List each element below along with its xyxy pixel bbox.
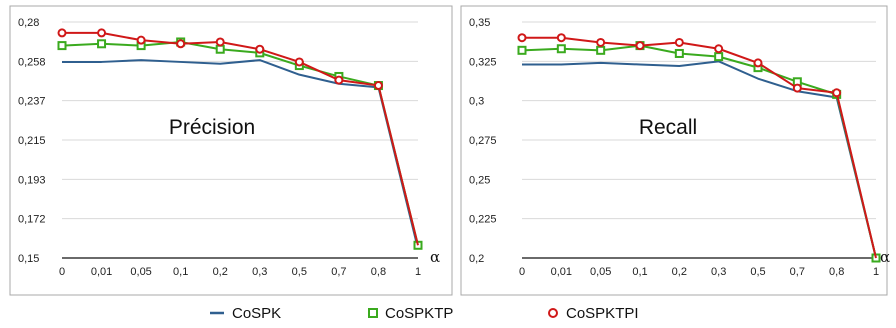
data-point-cospktp — [674, 48, 684, 58]
x-tick-label: 0,01 — [91, 266, 112, 278]
series-line-cospktpi — [522, 36, 877, 259]
x-tick-label: 0,3 — [711, 266, 726, 278]
data-point-cospktpi — [215, 37, 225, 47]
data-point-cospktpi — [294, 57, 304, 67]
data-point-cospktpi — [57, 28, 67, 38]
chart-panel-2: 0,2 0,225 0,25 0,275 0,3 0,325 0,35 0 0,01 0,05 0,… — [460, 5, 890, 296]
y-tick-label: 0,15 — [18, 253, 39, 265]
data-point-cospktp — [517, 45, 527, 55]
y-tick-label: 0,193 — [18, 174, 46, 186]
x-tick-label: 0,01 — [551, 266, 572, 278]
series-line-cospk — [522, 60, 877, 259]
chart-frame — [9, 5, 453, 296]
chart-frame — [460, 5, 888, 296]
data-point-cospktp — [215, 44, 225, 54]
x-tick-label: 0,1 — [173, 266, 188, 278]
y-tick-label: 0,225 — [469, 214, 497, 226]
y-tick-label: 0,28 — [18, 17, 39, 29]
data-point-cospktpi — [753, 58, 763, 68]
y-tick-label: 0,237 — [18, 96, 46, 108]
y-tick-label: 0,25 — [469, 174, 490, 186]
data-point-cospktpi — [517, 33, 527, 43]
data-point-cospktpi — [596, 37, 606, 47]
data-point-cospktp — [97, 39, 107, 49]
legend-swatch-cospktp — [368, 308, 378, 318]
legend-label: CoSPK — [232, 305, 281, 322]
y-tick-label: 0,172 — [18, 214, 46, 226]
x-tick-label: 0,1 — [632, 266, 647, 278]
x-tick-label: 0,7 — [331, 266, 346, 278]
x-axis-symbol: α — [430, 248, 440, 266]
series-line-cospktpi — [62, 31, 419, 246]
y-tick-label: 0,35 — [469, 17, 490, 29]
data-point-cospktp — [57, 41, 67, 51]
data-point-cospktp — [714, 52, 724, 62]
y-tick-label: 0,215 — [18, 135, 46, 147]
data-point-cospktpi — [792, 83, 802, 93]
x-tick-label: 0,05 — [590, 266, 611, 278]
x-tick-label: 0,5 — [750, 266, 765, 278]
data-point-cospktpi — [97, 28, 107, 38]
data-point-cospktpi — [556, 33, 566, 43]
chart-panel-1: 0,15 0,172 0,193 0,215 0,237 0,258 0,28 0 0,01 0,… — [9, 5, 453, 296]
chart-annotation: Précision — [169, 116, 255, 139]
x-tick-label: 1 — [873, 266, 879, 278]
y-tick-label: 0,3 — [469, 96, 484, 108]
legend-label: CoSPKTPI — [566, 305, 639, 322]
series-line-cospk — [62, 59, 419, 250]
data-point-cospktpi — [635, 41, 645, 51]
x-tick-label: 0,8 — [371, 266, 386, 278]
y-tick-label: 0,325 — [469, 56, 497, 68]
data-point-cospktpi — [832, 88, 842, 98]
data-point-cospktpi — [674, 37, 684, 47]
series-line-cospktp — [61, 40, 419, 246]
legend-swatch-cospktpi — [548, 308, 558, 318]
data-point-cospktpi — [176, 39, 186, 49]
x-tick-label: 0,8 — [829, 266, 844, 278]
legend-label: CoSPKTP — [385, 305, 453, 322]
x-tick-label: 0 — [59, 266, 65, 278]
x-tick-label: 0,2 — [213, 266, 228, 278]
x-tick-label: 0,05 — [130, 266, 151, 278]
x-tick-label: 0,7 — [790, 266, 805, 278]
chart-annotation: Recall — [639, 116, 697, 139]
x-tick-label: 0,5 — [292, 266, 307, 278]
series-line-cospktp — [521, 44, 877, 259]
y-tick-label: 0,2 — [469, 253, 484, 265]
x-tick-label: 0,2 — [672, 266, 687, 278]
x-tick-label: 1 — [415, 266, 421, 278]
data-point-cospktpi — [373, 81, 383, 91]
legend: CoSPK CoSPKTP CoSPKTPI — [210, 305, 639, 322]
x-axis-symbol: α — [880, 248, 890, 266]
data-point-cospktpi — [714, 44, 724, 54]
x-tick-label: 0 — [519, 266, 525, 278]
data-point-cospktpi — [136, 35, 146, 45]
data-point-cospktpi — [255, 44, 265, 54]
y-tick-label: 0,275 — [469, 135, 497, 147]
x-tick-label: 0,3 — [252, 266, 267, 278]
data-point-cospktp — [596, 45, 606, 55]
data-point-cospktp — [556, 44, 566, 54]
data-point-cospktpi — [334, 75, 344, 85]
y-tick-label: 0,258 — [18, 56, 46, 68]
